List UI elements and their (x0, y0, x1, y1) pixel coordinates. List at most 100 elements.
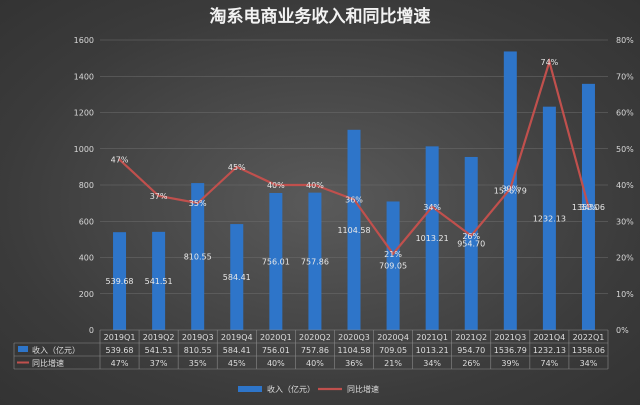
y-left-tick-label: 1600 (74, 36, 94, 45)
line-point (313, 183, 317, 187)
x-category-label: 2021Q4 (534, 333, 566, 342)
bar (386, 201, 400, 330)
bar (464, 156, 478, 330)
line-data-label: 47% (111, 156, 129, 165)
line-data-label: 21% (384, 250, 402, 259)
y-left-tick-label: 400 (79, 254, 94, 263)
bar (113, 232, 127, 330)
table-row-header: 同比增速 (32, 358, 64, 368)
y-right-tick-label: 40% (616, 181, 634, 190)
line-data-label: 34% (580, 203, 598, 212)
table-cell: 954.70 (457, 346, 485, 355)
line-data-label: 36% (345, 196, 363, 205)
bar (503, 51, 517, 330)
line-point (196, 201, 199, 205)
legend-label: 同比增速 (347, 384, 379, 394)
line-point (274, 183, 278, 187)
x-category-label: 2021Q2 (455, 333, 487, 342)
y-left-tick-label: 800 (79, 181, 94, 190)
y-right-tick-label: 60% (616, 109, 634, 118)
y-left-tick-label: 200 (79, 290, 94, 299)
x-category-label: 2021Q3 (494, 333, 526, 342)
x-category-label: 2019Q4 (221, 333, 253, 342)
line-data-label: 39% (501, 185, 519, 194)
bar (269, 192, 283, 330)
bar (542, 106, 556, 330)
line-point (157, 194, 160, 198)
table-cell: 1013.21 (416, 346, 449, 355)
table-cell: 40% (267, 359, 285, 368)
y-right-tick-label: 10% (616, 290, 634, 299)
line-point (118, 158, 121, 161)
y-left-tick-label: 0 (89, 326, 94, 335)
table-cell: 45% (228, 359, 246, 368)
table-row-header: 收入（亿元） (32, 345, 80, 355)
table-cell: 584.41 (223, 346, 251, 355)
table-cell: 40% (306, 359, 324, 368)
y-right-tick-label: 30% (616, 217, 634, 226)
bar-data-label: 1232.13 (533, 214, 566, 223)
bar-data-label: 539.68 (106, 277, 134, 286)
bar-data-label: 954.70 (457, 239, 485, 248)
bar-data-label: 757.86 (301, 257, 329, 266)
table-cell: 26% (462, 359, 480, 368)
table-cell: 36% (345, 359, 363, 368)
legend-label: 收入（亿元） (267, 384, 315, 394)
bar (308, 192, 322, 330)
line-data-label: 45% (228, 163, 246, 172)
table-cell: 74% (540, 359, 558, 368)
line-data-label: 37% (150, 192, 168, 201)
x-category-label: 2020Q3 (338, 333, 370, 342)
chart-title: 淘系电商业务收入和同比增速 (210, 6, 431, 27)
table-cell: 34% (580, 359, 598, 368)
table-cell: 21% (384, 359, 402, 368)
bar-data-label: 541.51 (145, 277, 173, 286)
y-right-tick-label: 20% (616, 254, 634, 263)
x-category-label: 2022Q1 (573, 333, 605, 342)
y-left-tick-label: 1000 (74, 145, 94, 154)
x-category-label: 2020Q2 (299, 333, 331, 342)
table-cell: 541.51 (145, 346, 173, 355)
bar-data-label: 1536.79 (494, 187, 527, 196)
y-right-tick-label: 70% (616, 72, 634, 81)
x-category-label: 2020Q1 (260, 333, 292, 342)
table-cell: 757.86 (301, 346, 329, 355)
bar-data-label: 810.55 (184, 253, 212, 262)
table-cell: 756.01 (262, 346, 290, 355)
x-category-label: 2019Q1 (104, 333, 136, 342)
legend-bar-key (238, 386, 262, 392)
y-right-tick-label: 80% (616, 36, 634, 45)
line-point (548, 60, 551, 63)
table-cell: 37% (150, 359, 168, 368)
line-data-label: 40% (267, 181, 285, 190)
table-cell: 1232.13 (533, 346, 566, 355)
y-left-tick-label: 600 (79, 217, 94, 226)
line-point (509, 187, 512, 190)
y-left-tick-label: 1200 (74, 109, 94, 118)
bar (191, 183, 205, 330)
y-right-tick-label: 0% (616, 326, 629, 335)
table-cell: 709.05 (379, 346, 407, 355)
bar-data-label: 709.05 (379, 262, 407, 271)
bar (347, 129, 361, 330)
y-right-tick-label: 50% (616, 145, 634, 154)
bar (230, 224, 244, 330)
table-cell: 1358.06 (572, 346, 605, 355)
bar-data-label: 1104.58 (337, 226, 370, 235)
table-cell: 47% (111, 359, 129, 368)
y-left-tick-label: 1400 (74, 72, 94, 81)
table-cell: 1104.58 (337, 346, 370, 355)
line-data-label: 40% (306, 181, 324, 190)
line-point (352, 198, 356, 201)
table-cell: 539.68 (106, 346, 134, 355)
table-cell: 39% (501, 359, 519, 368)
line-data-label: 26% (462, 232, 480, 241)
line-point (587, 205, 590, 208)
line-point (391, 252, 395, 256)
line-data-label: 34% (423, 203, 441, 212)
table-cell: 810.55 (184, 346, 212, 355)
table-bar-key (18, 346, 28, 352)
bar-data-label: 1013.21 (416, 234, 449, 243)
